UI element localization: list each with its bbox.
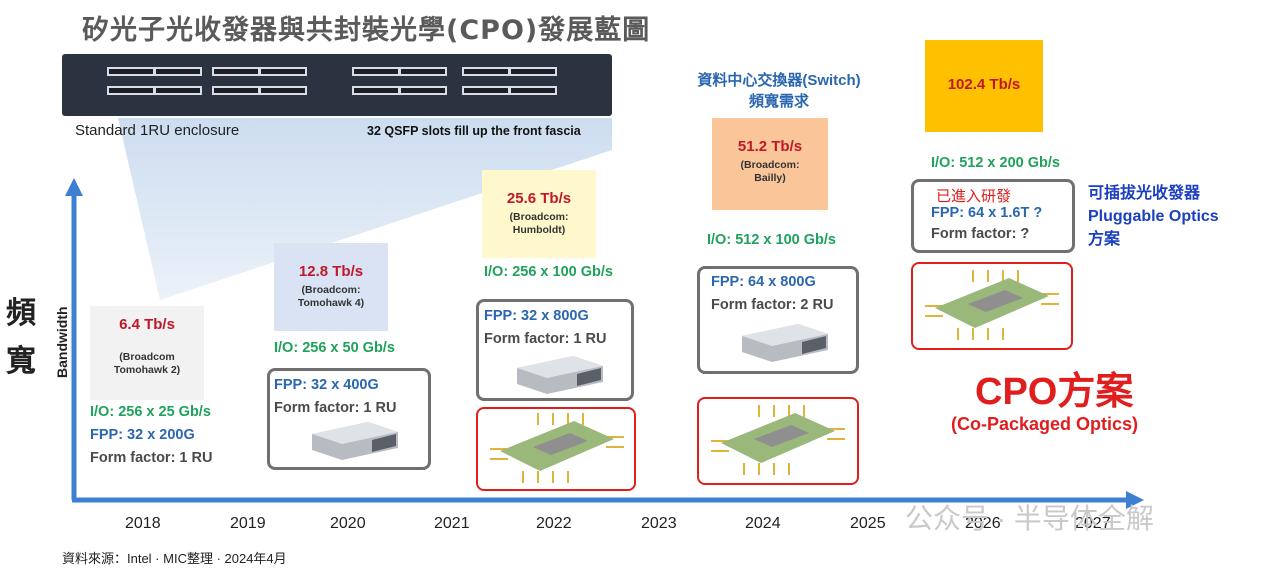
cpo-subtitle: (Co-Packaged Optics) (951, 414, 1139, 434)
cpo-box-2022 (476, 407, 636, 491)
year-2024: 2024 (745, 515, 781, 532)
ff-2022: Form factor: 1 RU (484, 331, 607, 347)
pluggable-box-2026 (911, 179, 1075, 253)
fpp-2026: FPP: 64 x 1.6T ? (931, 205, 1043, 221)
switch-box-2018: 6.4 Tb/s (Broadcom Tomohawk 2) (90, 306, 204, 400)
y-axis-arrow (65, 178, 83, 196)
switch-box-2026: 102.4 Tb/s (925, 40, 1043, 132)
pluggable-line1: 可插拔光收發器 (1088, 185, 1201, 202)
y-label-cn-bottom: 寬 (6, 344, 36, 379)
pluggable-box-2020 (267, 368, 431, 470)
enclosure-label: Standard 1RU enclosure (75, 122, 240, 139)
y-label-cn-top: 頻 (6, 296, 36, 331)
speed-2024: 51.2 Tb/s (737, 138, 803, 155)
fpp-2024: FPP: 64 x 800G (711, 274, 816, 290)
pluggable-box-2024 (697, 266, 859, 374)
year-2023: 2023 (641, 515, 677, 532)
pluggable-box-2022 (476, 299, 634, 401)
transceiver-image-2024 (742, 324, 828, 362)
pluggable-optics-label: 可插拔光收發器 Pluggable Optics 方案 (1088, 182, 1219, 251)
y-axis-label: Bandwidth (54, 306, 70, 378)
fpp-2020: FPP: 32 x 400G (274, 377, 379, 393)
watermark: 公众号 · 半导体全解 (905, 503, 1154, 534)
year-2020: 2020 (330, 515, 366, 532)
pluggable-line3: 方案 (1088, 231, 1121, 248)
year-2019: 2019 (230, 515, 266, 532)
year-2018: 2018 (125, 515, 161, 532)
switch-box-2024: 51.2 Tb/s (Broadcom: Bailly) (712, 118, 828, 210)
rd-label-2026: 已進入研發 (936, 188, 1012, 205)
speed-2022: 25.6 Tb/s (506, 190, 572, 207)
io-2020: I/O: 256 x 50 Gb/s (274, 340, 395, 356)
io-2018: I/O: 256 x 25 Gb/s (90, 404, 211, 420)
switch-box-2022: 25.6 Tb/s (Broadcom: Humboldt) (482, 170, 596, 258)
year-2026: 2026 (965, 515, 1001, 532)
cpo-box-2024 (697, 397, 859, 485)
ff-2020: Form factor: 1 RU (274, 400, 397, 416)
chip-2024: (Broadcom: Bailly) (740, 159, 800, 184)
transceiver-image-2022 (517, 356, 603, 394)
cpo-chip-image-2022 (490, 413, 624, 483)
year-2025: 2025 (850, 515, 886, 532)
cpo-title: CPO方案 (975, 371, 1134, 413)
cpo-box-2026 (911, 262, 1073, 350)
fpp-2022: FPP: 32 x 800G (484, 308, 589, 324)
pluggable-line2: Pluggable Optics (1088, 208, 1219, 225)
speed-2026: 102.4 Tb/s (947, 76, 1021, 93)
qsfp-slots-label: 32 QSFP slots fill up the front fascia (367, 124, 581, 138)
io-2024: I/O: 512 x 100 Gb/s (707, 232, 836, 248)
x-axis-arrow (1126, 491, 1144, 509)
ff-2026: Form factor: ? (931, 226, 1030, 242)
year-2022: 2022 (536, 515, 572, 532)
chip-2020: (Broadcom: Tomohawk 4) (297, 284, 365, 309)
speed-2020: 12.8 Tb/s (298, 263, 364, 280)
io-2022: I/O: 256 x 100 Gb/s (484, 264, 613, 280)
cpo-chip-image-2026 (925, 270, 1059, 340)
year-2021: 2021 (434, 515, 470, 532)
source-note: 資料來源：Intel · MIC整理 · 2024年4月 (62, 551, 287, 566)
transceiver-image-2020 (312, 422, 398, 460)
chip-2018: (Broadcom Tomohawk 2) (113, 351, 181, 376)
switch-box-2020: 12.8 Tb/s (Broadcom: Tomohawk 4) (274, 243, 388, 331)
page-title: 矽光子光收發器與共封裝光學(CPO)發展藍圖 (82, 15, 651, 46)
switch-demand-line1: 資料中心交換器(Switch) (697, 72, 861, 89)
speed-2018: 6.4 Tb/s (119, 316, 175, 333)
ff-2024: Form factor: 2 RU (711, 297, 834, 313)
fpp-2018: FPP: 32 x 200G (90, 427, 195, 443)
switch-enclosure-image (62, 54, 612, 116)
ff-2018: Form factor: 1 RU (90, 450, 213, 466)
switch-demand-label: 資料中心交換器(Switch) 頻寬需求 (664, 70, 894, 112)
year-2027: 2027 (1075, 515, 1111, 532)
chip-2022: (Broadcom: Humboldt) (509, 211, 569, 236)
io-2026: I/O: 512 x 200 Gb/s (931, 155, 1060, 171)
cpo-chip-image-2024 (711, 405, 845, 475)
switch-demand-line2: 頻寬需求 (748, 93, 809, 110)
